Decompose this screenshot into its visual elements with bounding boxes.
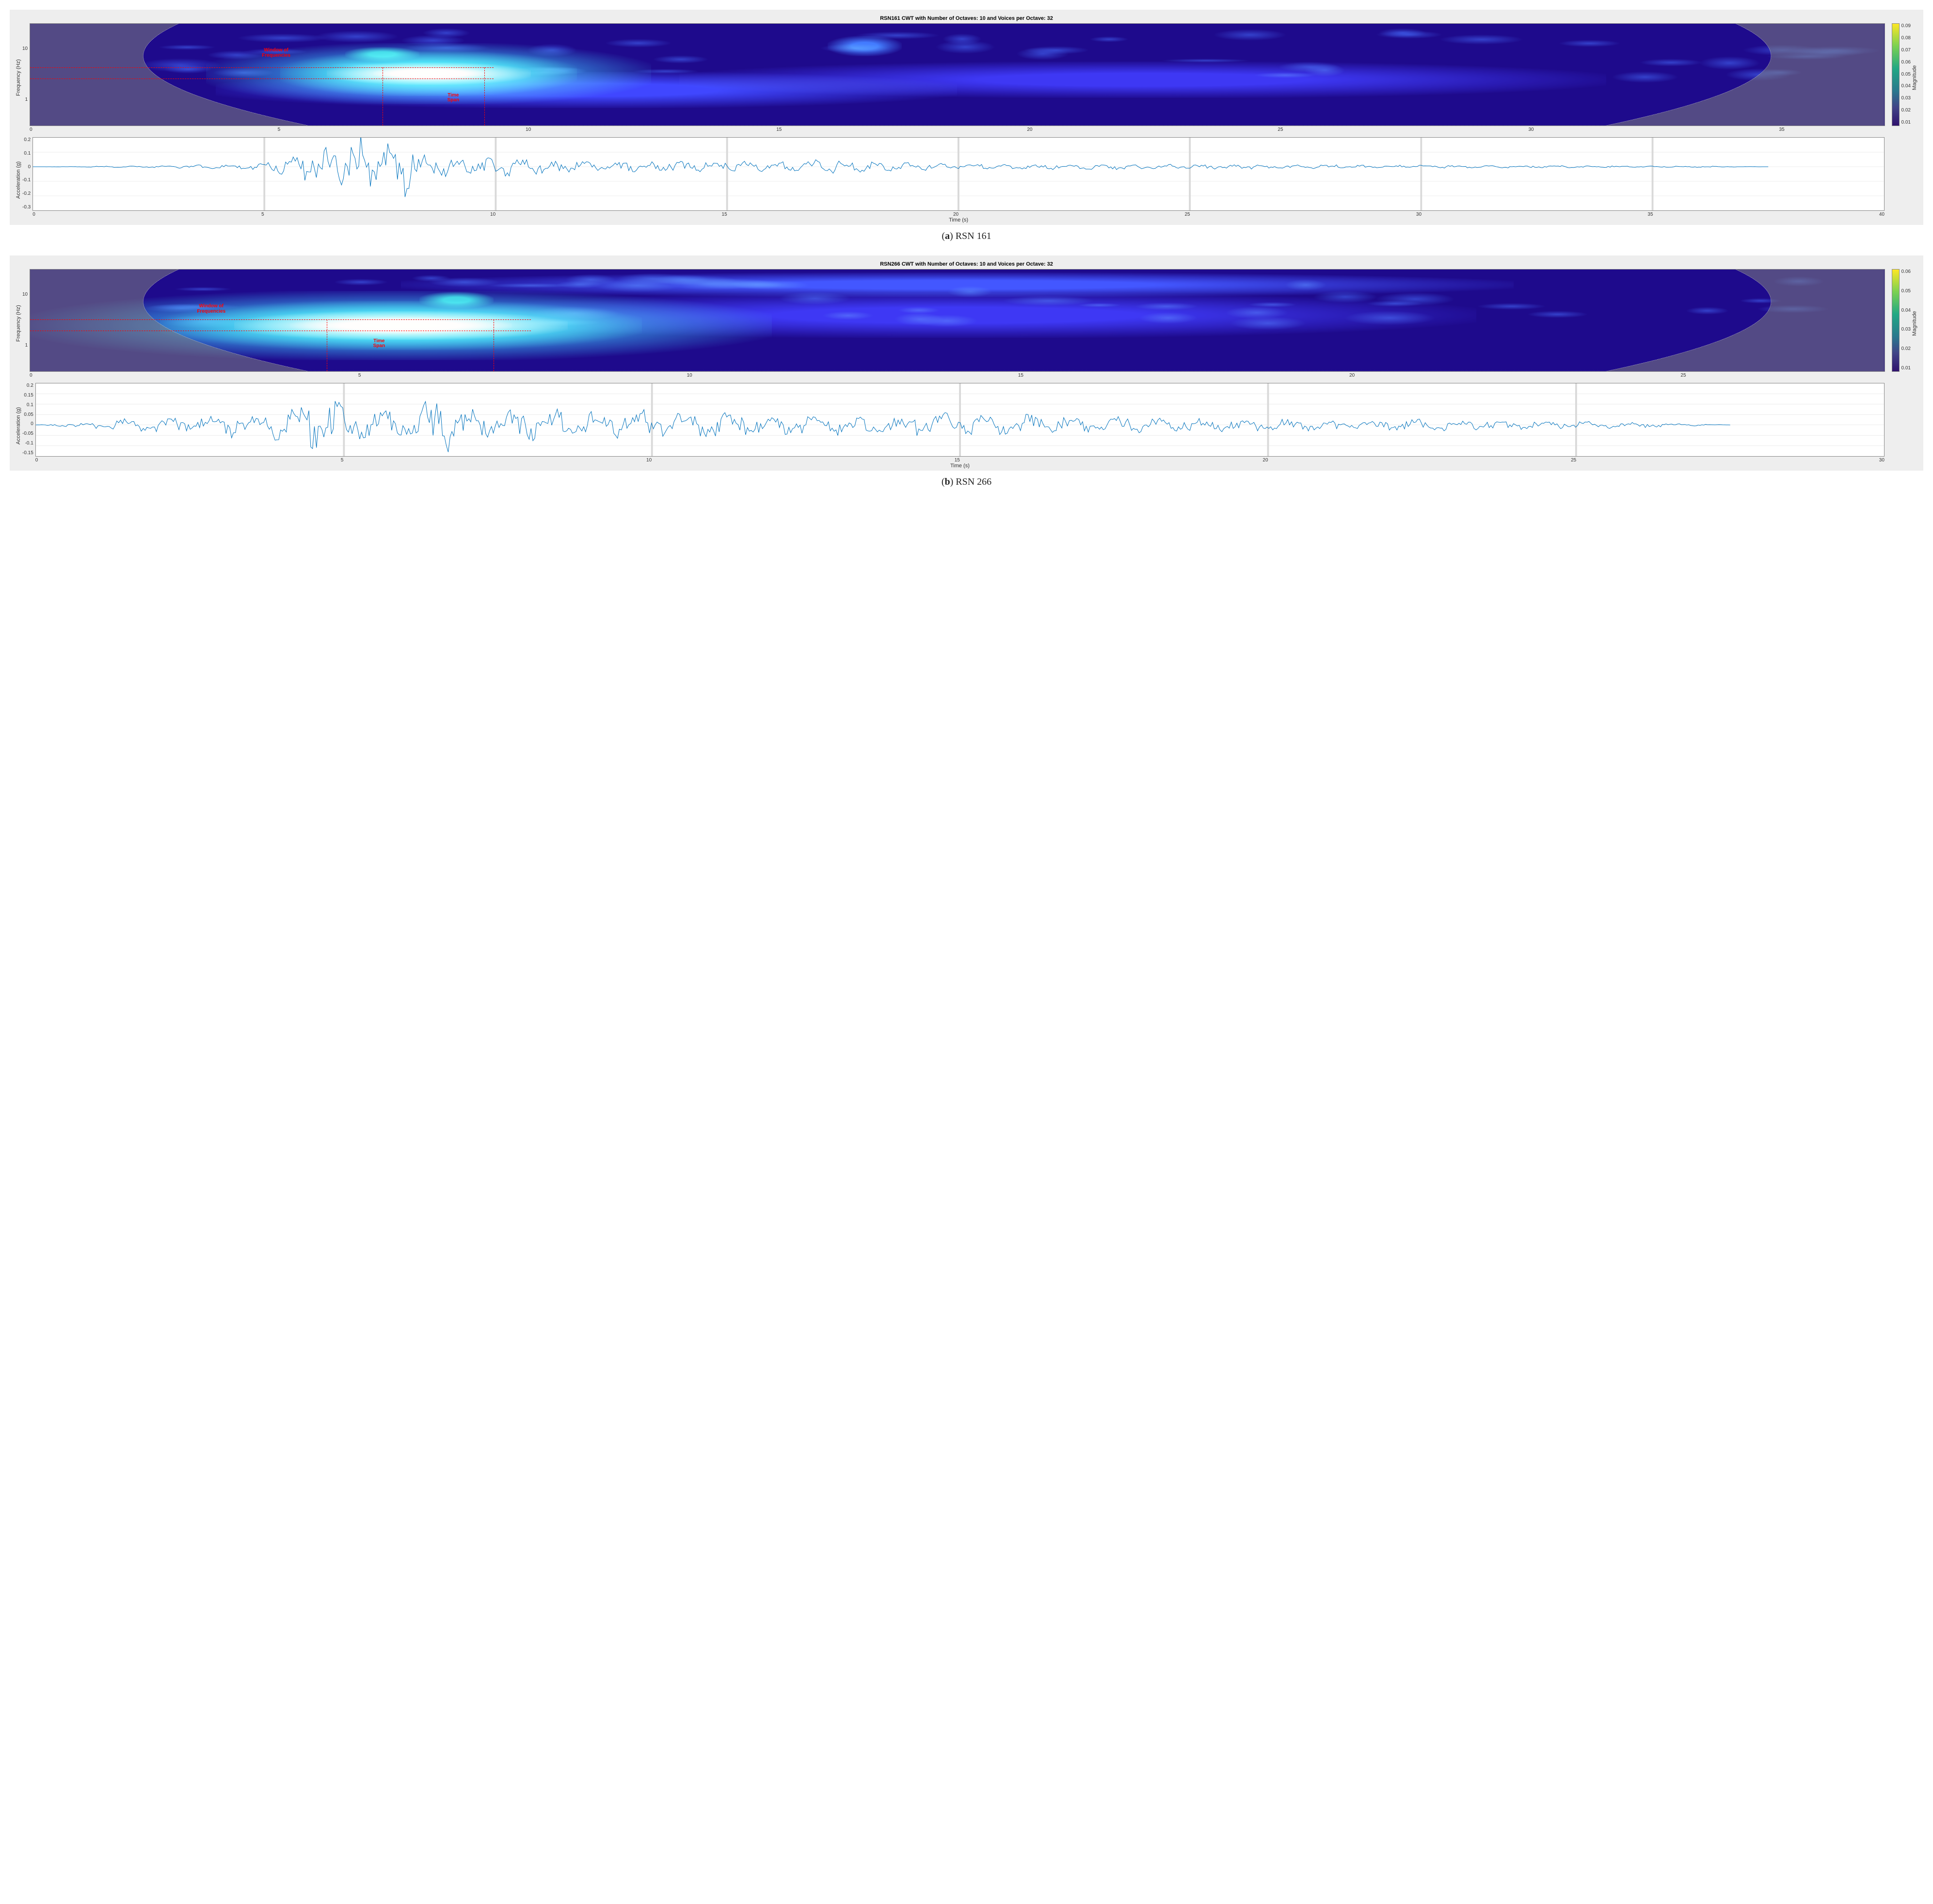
waveform-ylabel: Acceleration (g) [15, 383, 22, 469]
colorbar: 0.060.050.040.030.020.01Magnitude [1892, 269, 1918, 378]
scalogram-annotation: Time Span [447, 93, 459, 103]
waveform-yaxis: 0.20.10-0.1-0.2-0.3 [22, 137, 32, 210]
scalogram-annotation: Window of Frequencies [262, 48, 290, 58]
scalogram-yaxis: 101 [22, 23, 30, 125]
scalogram-xaxis: 0510152025 [30, 372, 1885, 378]
waveform-xlabel: Time (s) [32, 217, 1885, 223]
waveform-ylabel: Acceleration (g) [15, 137, 22, 223]
figure-caption: (b) RSN 266 [10, 476, 1923, 488]
colorbar: 0.090.080.070.060.050.040.030.020.01Magn… [1892, 23, 1918, 132]
waveform-xaxis: 051015202530 [35, 457, 1885, 463]
colorbar-label: Magnitude [1911, 269, 1918, 378]
waveform-plot [35, 383, 1885, 457]
scalogram-plot: Window of Frequencies Time Span [30, 23, 1885, 126]
figure-caption: (a) RSN 161 [10, 231, 1923, 242]
scalogram-annotation: Window of Frequencies [197, 304, 225, 314]
scalogram-title: RSN161 CWT with Number of Octaves: 10 an… [15, 16, 1918, 21]
waveform-xlabel: Time (s) [35, 463, 1885, 469]
waveform-plot [32, 137, 1885, 211]
figure-panel: RSN161 CWT with Number of Octaves: 10 an… [10, 10, 1923, 225]
scalogram-ylabel: Frequency (Hz) [15, 23, 22, 132]
scalogram-yaxis: 101 [22, 269, 30, 371]
waveform-yaxis: 0.20.150.10.050-0.05-0.1-0.15 [22, 383, 35, 456]
colorbar-label: Magnitude [1911, 23, 1918, 132]
scalogram-ylabel: Frequency (Hz) [15, 269, 22, 378]
scalogram-plot: Window of Frequencies Time Span [30, 269, 1885, 372]
scalogram-title: RSN266 CWT with Number of Octaves: 10 an… [15, 261, 1918, 267]
scalogram-annotation: Time Span [373, 339, 385, 349]
scalogram-xaxis: 05101520253035 [30, 126, 1885, 132]
figure-panel: RSN266 CWT with Number of Octaves: 10 an… [10, 255, 1923, 471]
waveform-xaxis: 0510152025303540 [32, 211, 1885, 217]
